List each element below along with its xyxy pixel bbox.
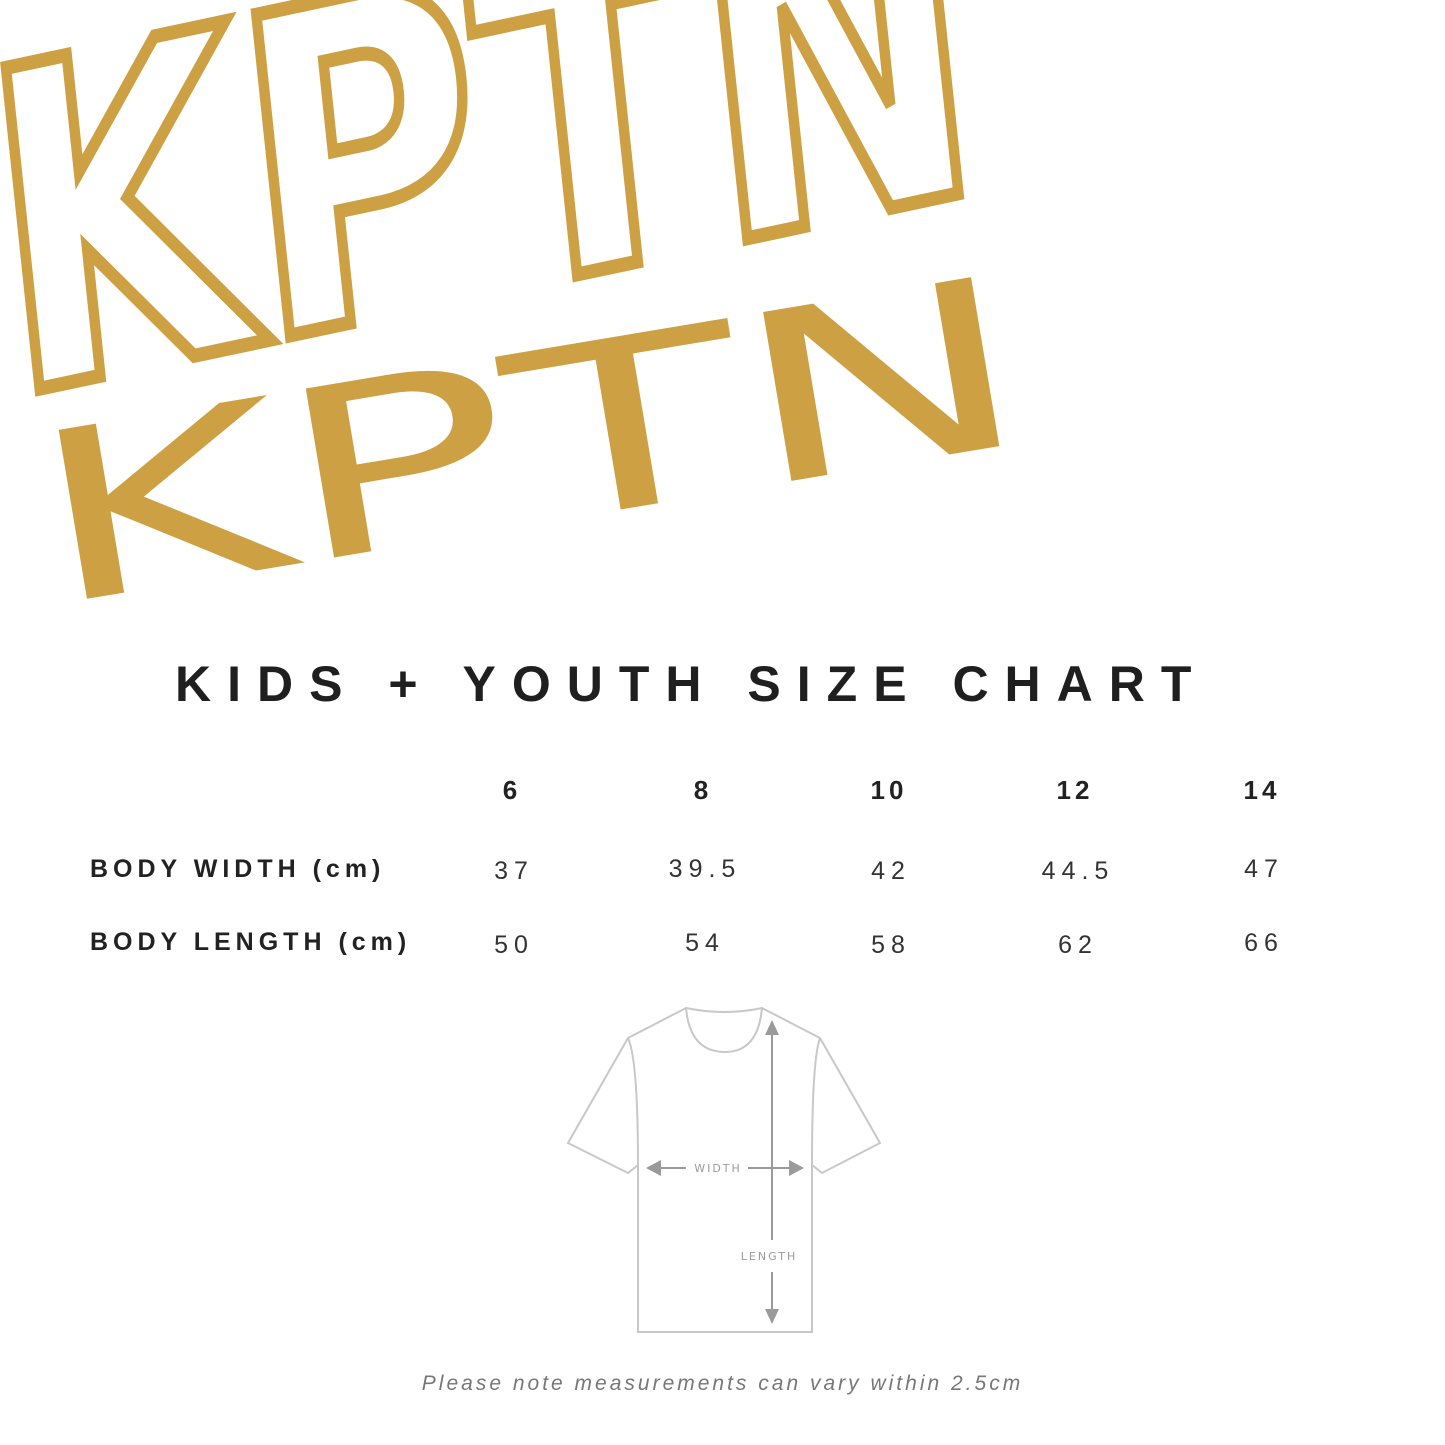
width-label: WIDTH: [694, 1162, 742, 1175]
arrow-up-icon: [765, 1020, 779, 1035]
size-header: 12: [1056, 775, 1094, 805]
size-header: 10: [870, 775, 908, 805]
size-header: 14: [1243, 775, 1281, 805]
arrow-left-icon: [646, 1160, 661, 1176]
table-cell: 47: [1244, 855, 1284, 883]
table-cell: 66: [1244, 929, 1284, 957]
table-cell: 44.5: [1041, 857, 1115, 885]
measurement-note: Please note measurements can vary within…: [421, 1372, 1024, 1395]
table-cell: 42: [871, 857, 911, 885]
row-label-body-length: BODY LENGTH (cm): [90, 928, 412, 956]
arrow-down-icon: [765, 1309, 779, 1324]
table-cell: 37: [494, 857, 534, 885]
kptn-logo: KPTN KPTN: [0, 0, 1046, 640]
table-cell: 54: [685, 929, 725, 957]
size-header: 6: [502, 775, 522, 805]
table-cell: 39.5: [668, 855, 742, 883]
tshirt-diagram: WIDTH LENGTH: [566, 1006, 882, 1333]
arrow-right-icon: [789, 1160, 804, 1176]
table-cell: 50: [494, 931, 534, 959]
table-cell: 58: [871, 931, 911, 959]
page-title: KIDS + YOUTH SIZE CHART: [175, 656, 1208, 712]
row-label-body-width: BODY WIDTH (cm): [90, 855, 386, 883]
tshirt-outline: [566, 1006, 882, 1333]
length-label: LENGTH: [741, 1250, 797, 1263]
table-cell: 62: [1058, 931, 1098, 959]
size-header: 8: [693, 775, 713, 805]
